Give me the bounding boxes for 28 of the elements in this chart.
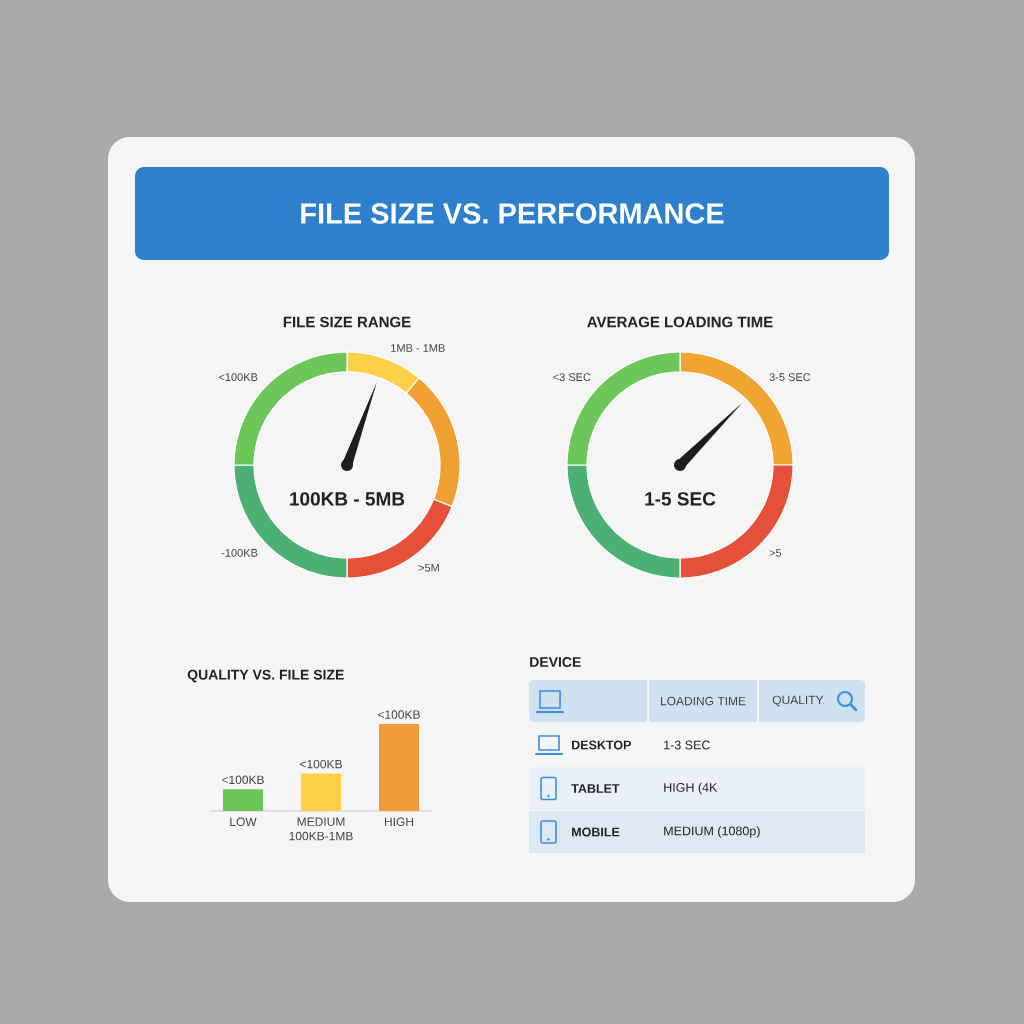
slice-label: <3 SEC — [553, 373, 591, 381]
text: DEVICE — [530, 657, 581, 667]
x-tick-label: HIGH — [384, 817, 414, 827]
text: MEDIUM (1080p) — [664, 826, 760, 838]
text: HIGH (4K — [664, 782, 718, 795]
text: FILE SIZE VS. PERFORMANCE — [301, 203, 724, 224]
text: QUALITY — [772, 695, 824, 707]
slice-label: >5M — [418, 563, 439, 572]
chart-title: FILE SIZE RANGE — [283, 316, 411, 328]
text: 1-5 SEC — [645, 492, 716, 506]
text: 1-3 SEC — [664, 740, 710, 750]
chart-title: QUALITY VS. FILE SIZE — [187, 669, 344, 683]
text: MOBILE — [572, 827, 620, 837]
slice-label: 3-5 SEC — [769, 373, 811, 381]
slice-label: 1MB - 1MB — [391, 344, 445, 352]
annotation: <100KB — [300, 759, 342, 769]
slice-label: >5 — [769, 549, 782, 557]
x-tick-label: MEDIUM 100KB-1MB — [289, 817, 353, 841]
annotation: <100KB — [378, 710, 420, 719]
text: 100KB - 5MB — [290, 492, 405, 506]
x-tick-label: LOW — [230, 817, 257, 827]
text: TABLET — [571, 784, 620, 793]
annotation: <100KB — [222, 775, 264, 785]
text: DESKTOP — [572, 740, 631, 750]
text: LOADING TIME — [660, 696, 746, 706]
chart-title: AVERAGE LOADING TIME — [587, 316, 773, 328]
slice-label: <100KB — [219, 373, 258, 381]
slice-label: -100KB — [221, 549, 258, 557]
